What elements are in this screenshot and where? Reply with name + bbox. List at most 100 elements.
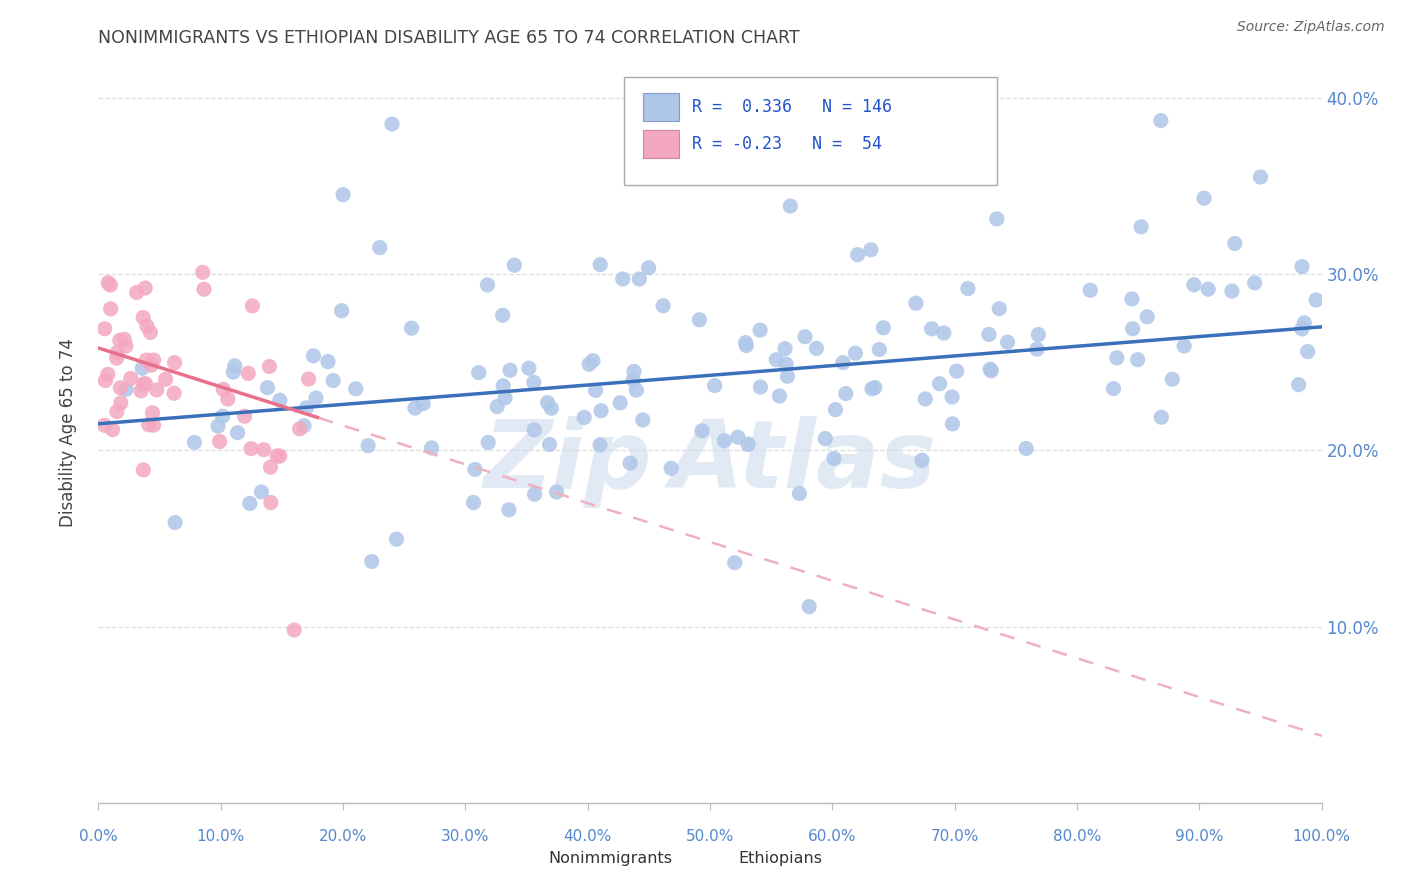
Point xyxy=(105,404,128,418)
Point xyxy=(292,418,315,433)
Point xyxy=(911,453,934,467)
Point xyxy=(141,406,163,420)
Point xyxy=(659,461,682,475)
Point xyxy=(1078,283,1101,297)
Point xyxy=(112,332,135,346)
Point xyxy=(846,247,869,261)
Point xyxy=(145,383,167,397)
Point xyxy=(979,362,1001,376)
Point xyxy=(688,313,710,327)
Point xyxy=(628,272,651,286)
Point xyxy=(93,418,115,433)
Point xyxy=(589,403,612,417)
Point xyxy=(585,384,607,398)
Point xyxy=(713,434,735,448)
Point xyxy=(115,339,138,353)
Point xyxy=(612,272,634,286)
Point xyxy=(381,117,404,131)
Point xyxy=(941,390,963,404)
Point xyxy=(1161,372,1184,386)
Point xyxy=(986,211,1008,226)
Point xyxy=(623,364,645,378)
Point xyxy=(224,359,246,373)
Point xyxy=(212,383,235,397)
Text: 0.0%: 0.0% xyxy=(79,829,118,844)
Point xyxy=(1305,293,1327,307)
Point xyxy=(360,554,382,568)
Point xyxy=(125,285,148,300)
Point xyxy=(523,376,546,390)
Point xyxy=(404,401,426,415)
Point xyxy=(832,356,855,370)
Point xyxy=(824,402,846,417)
Point xyxy=(589,438,612,452)
Point xyxy=(97,368,120,382)
Point xyxy=(703,378,725,392)
Point xyxy=(872,321,894,335)
Point xyxy=(652,299,675,313)
Point xyxy=(546,485,568,500)
Point xyxy=(142,418,165,433)
Point xyxy=(765,352,787,367)
Point xyxy=(637,260,659,275)
Text: 60.0%: 60.0% xyxy=(808,829,856,844)
Point xyxy=(1243,276,1265,290)
Point xyxy=(240,442,263,456)
Point xyxy=(1028,327,1050,342)
Point xyxy=(93,322,115,336)
Point xyxy=(1291,322,1313,336)
Point xyxy=(988,301,1011,316)
Point xyxy=(269,393,291,408)
Point xyxy=(139,326,162,340)
Point xyxy=(250,485,273,500)
Point xyxy=(1121,292,1143,306)
Point xyxy=(734,335,756,350)
Point xyxy=(941,417,963,431)
Point xyxy=(775,357,797,371)
Point xyxy=(183,435,205,450)
Text: 30.0%: 30.0% xyxy=(441,829,489,844)
Point xyxy=(779,199,801,213)
Point xyxy=(269,449,291,463)
Point xyxy=(155,372,177,386)
Point xyxy=(253,442,276,457)
Text: NONIMMIGRANTS VS ETHIOPIAN DISABILITY AGE 65 TO 74 CORRELATION CHART: NONIMMIGRANTS VS ETHIOPIAN DISABILITY AG… xyxy=(98,29,800,47)
Point xyxy=(814,432,837,446)
Point xyxy=(1026,342,1049,356)
Point xyxy=(794,329,817,343)
Point xyxy=(578,357,600,371)
Point xyxy=(1192,191,1215,205)
Point xyxy=(412,397,434,411)
Point xyxy=(330,303,353,318)
Bar xyxy=(643,130,679,158)
Text: 100.0%: 100.0% xyxy=(1292,829,1351,844)
Point xyxy=(499,363,522,377)
Point xyxy=(1223,236,1246,251)
Text: 40.0%: 40.0% xyxy=(564,829,612,844)
Point xyxy=(163,356,186,370)
Point xyxy=(503,258,526,272)
Point xyxy=(141,358,163,372)
Y-axis label: Disability Age 65 to 74: Disability Age 65 to 74 xyxy=(59,338,77,527)
Point xyxy=(477,277,499,292)
Point xyxy=(322,374,344,388)
Text: 70.0%: 70.0% xyxy=(931,829,979,844)
Point xyxy=(773,342,796,356)
Point xyxy=(863,380,886,394)
Point xyxy=(835,386,858,401)
Point xyxy=(135,353,157,368)
Point xyxy=(768,389,790,403)
Point xyxy=(997,335,1019,350)
Point xyxy=(344,382,367,396)
Point xyxy=(904,296,927,310)
Text: 80.0%: 80.0% xyxy=(1053,829,1101,844)
Point xyxy=(523,423,546,437)
Point xyxy=(1136,310,1159,324)
Point xyxy=(222,365,245,379)
Point xyxy=(259,359,281,374)
Point xyxy=(859,243,882,257)
Point xyxy=(589,258,612,272)
Text: Ethiopians: Ethiopians xyxy=(738,851,823,866)
Point xyxy=(844,346,866,360)
Point xyxy=(191,265,214,279)
